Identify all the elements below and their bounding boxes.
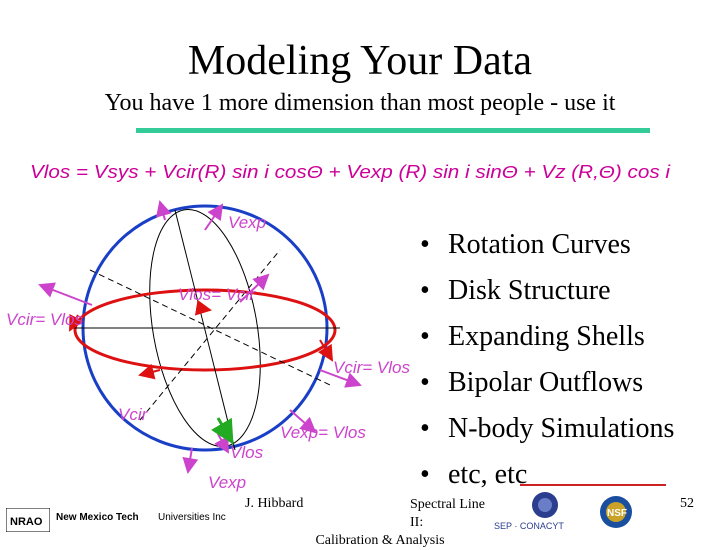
label-vexp-vlos: Vexp= Vlos (280, 423, 366, 442)
galaxy-disk-diagram: Vexp Vlos= Vcir Vcir= Vlos Vcir= Vlos Vc… (6, 200, 410, 492)
label-vcir-vlos-right: Vcir= Vlos (333, 358, 410, 377)
conacyt-seal-icon (532, 492, 558, 518)
label-vcir-vlos-left: Vcir= Vlos (6, 310, 83, 329)
page-number: 52 (680, 496, 694, 511)
nrao-logo: NRAO (6, 508, 50, 532)
nsf-logo: NSF (600, 496, 632, 528)
footer-red-line (520, 484, 666, 486)
universities-logo: Universities Inc (158, 512, 226, 523)
svg-text:NRAO: NRAO (10, 516, 43, 528)
list-item: • Rotation Curves (420, 229, 631, 260)
conacyt-logo: SEP · CONACYT (494, 521, 564, 531)
label-vexp-bottom: Vexp (208, 473, 246, 492)
list-item: • Bipolar Outflows (420, 367, 644, 398)
list-item: • N-body Simulations (420, 413, 675, 444)
title-divider (136, 128, 650, 133)
label-vexp-top: Vexp (228, 213, 266, 232)
list-item: • Disk Structure (420, 275, 611, 306)
slide-subtitle: You have 1 more dimension than most peop… (104, 90, 616, 116)
label-vlos-vcir: Vlos= Vcir (178, 285, 256, 304)
footer-author: J. Hibbard (245, 496, 304, 511)
label-vcir-bottom: Vcir (118, 405, 149, 424)
velocity-equation: Vlos = Vsys + Vcir(R) sin i cosΘ + Vexp … (30, 162, 671, 182)
label-vlos-bottom: Vlos (230, 443, 264, 462)
nm-tech-logo: New Mexico Tech (56, 512, 139, 523)
list-item: • Expanding Shells (420, 321, 645, 352)
slide-title: Modeling Your Data (187, 38, 533, 84)
svg-text:NSF: NSF (607, 508, 627, 519)
bullet-list: • Rotation Curves • Disk Structure • Expand… (420, 222, 720, 498)
footer-title: Spectral Line II: Calibration & Analysis (315, 497, 486, 548)
equation-text: Vlos = Vsys + Vcir(R) sin i cosΘ + Vexp … (30, 162, 671, 182)
list-item: • etc, etc (420, 459, 528, 490)
